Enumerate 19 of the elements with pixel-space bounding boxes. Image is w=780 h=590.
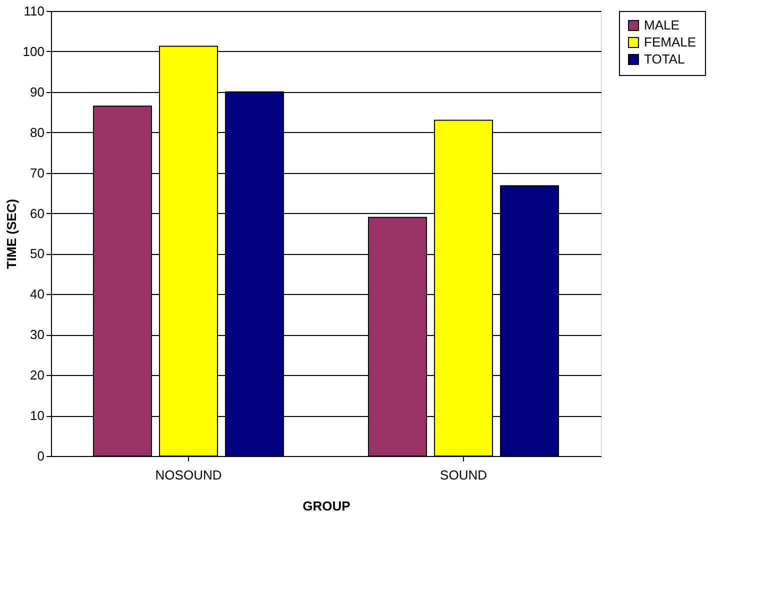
- y-tick-label: 20: [30, 368, 44, 383]
- y-tick-label: 0: [37, 448, 44, 464]
- y-tick-label: 90: [30, 84, 44, 100]
- legend-label: MALE: [644, 18, 680, 32]
- y-tick-label: 10: [30, 408, 44, 424]
- legend-label: TOTAL: [644, 52, 685, 66]
- y-tick-label: 50: [30, 246, 44, 262]
- x-tick-label: NOSOUND: [155, 468, 222, 482]
- y-tick-label: 60: [30, 206, 44, 221]
- y-tick-label: 100: [22, 44, 44, 59]
- y-tick-label: 70: [30, 165, 44, 180]
- y-axis-title: TIME (SEC): [4, 198, 19, 270]
- y-tick-label: 80: [30, 124, 44, 140]
- y-tick-label: 110: [24, 4, 44, 18]
- x-tick-label: SOUND: [440, 468, 487, 482]
- y-tick-label: 40: [30, 286, 44, 302]
- y-tick-label: 30: [30, 327, 44, 342]
- x-axis-title: GROUP: [302, 498, 351, 514]
- legend-label: FEMALE: [644, 34, 696, 50]
